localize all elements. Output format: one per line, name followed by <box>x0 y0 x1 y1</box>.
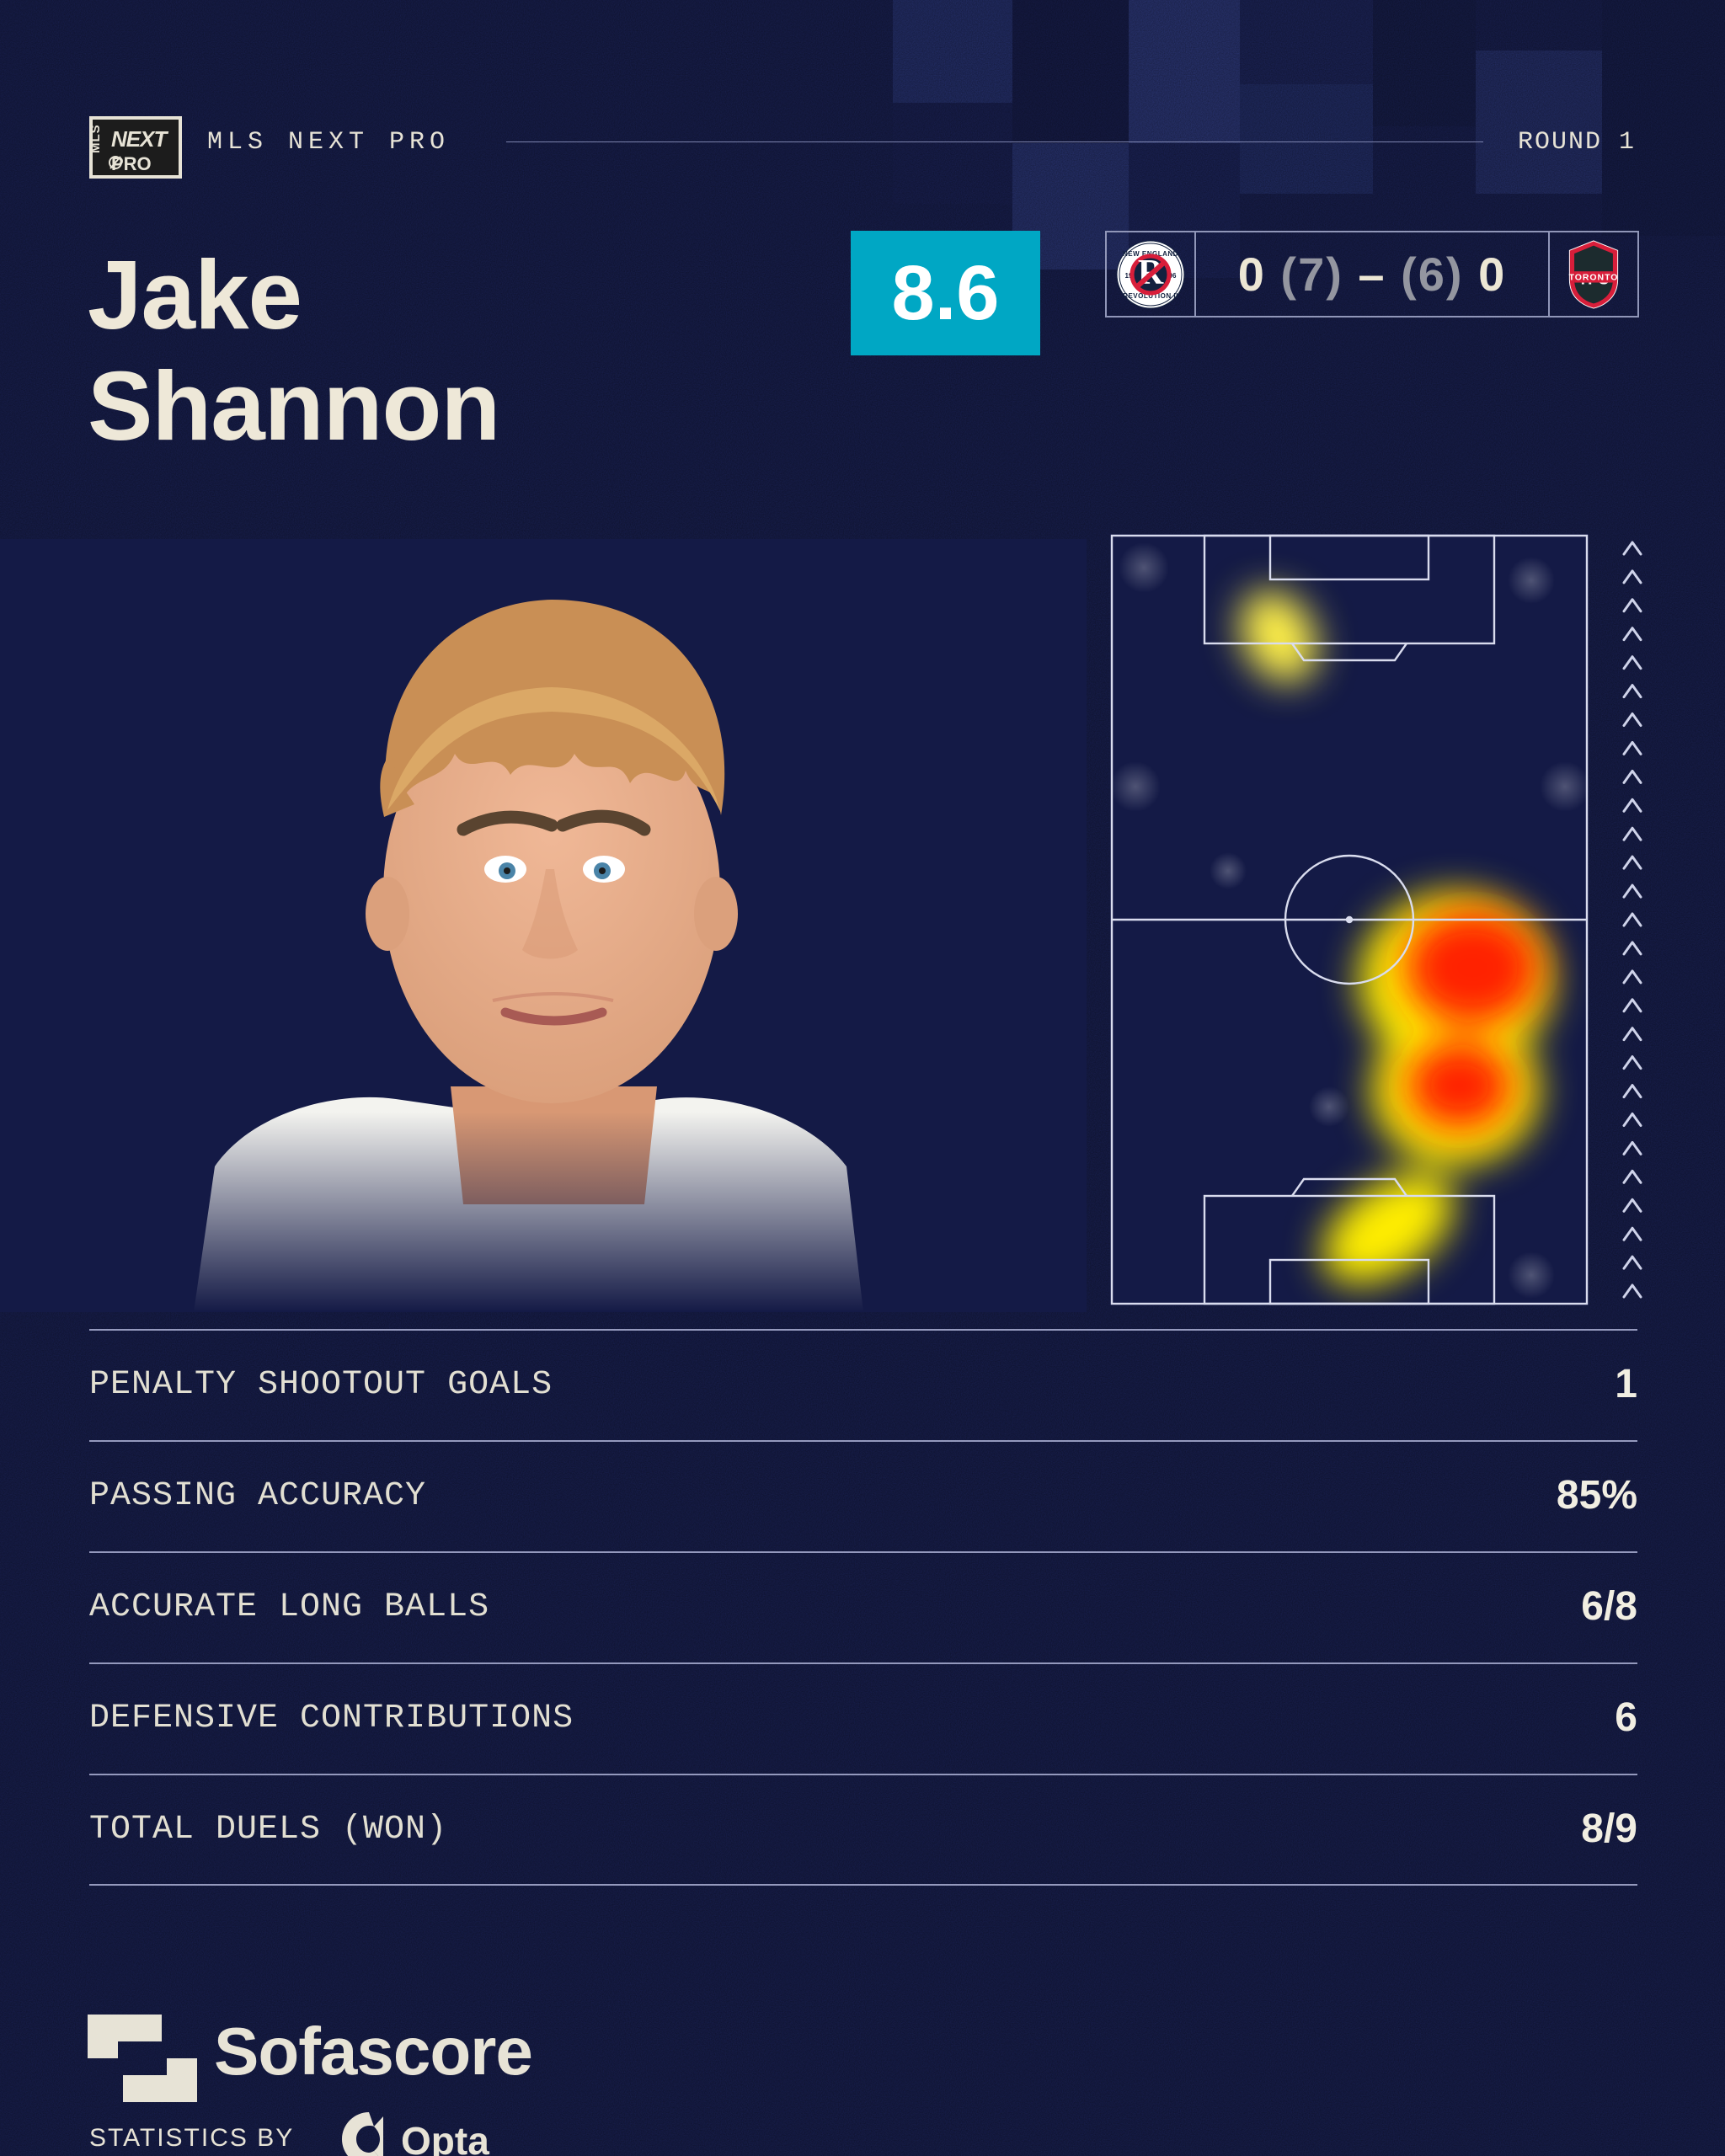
svg-text:Opta: Opta <box>401 2119 489 2156</box>
svg-text:TORONTO: TORONTO <box>1569 272 1619 282</box>
svg-text:MLS: MLS <box>93 124 103 153</box>
svg-text:NEXT: NEXT <box>111 126 168 152</box>
